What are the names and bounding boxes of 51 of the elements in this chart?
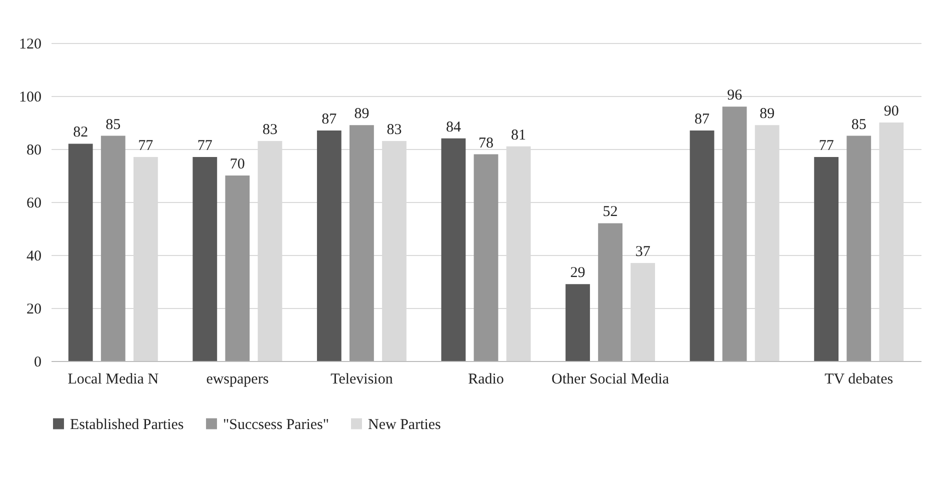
bar [441,138,466,361]
bar [814,156,839,361]
legend-label: New Parties [368,416,442,433]
data-label: 83 [386,122,402,138]
y-tick-label: 40 [26,248,42,264]
data-label: 78 [478,135,494,152]
data-label: 81 [511,127,526,144]
bar [598,223,622,361]
data-label: 85 [106,116,121,133]
bar [225,176,250,361]
x-tick-label: Local Media N [68,372,159,388]
y-tick-label: 100 [19,90,42,106]
bar [100,136,126,361]
data-label: 89 [760,106,775,122]
x-tick-label: Television [330,372,394,388]
legend-label: "Succsess Paries" [223,416,329,433]
data-label: 77 [197,138,213,154]
bar [68,144,93,361]
bar [690,130,714,361]
bar [350,125,374,361]
bar [474,154,498,361]
legend-label: Established Parties [70,416,184,433]
data-label: 84 [446,119,462,136]
data-label: 87 [322,111,338,128]
data-label: 37 [635,244,651,260]
y-tick-label: 0 [34,354,42,370]
y-tick-label: 80 [26,142,42,158]
data-label: 82 [73,124,88,141]
data-label: 83 [262,122,278,138]
data-label: 70 [230,156,245,172]
data-label: 87 [694,111,710,128]
x-tick-label: Radio [468,372,504,388]
data-label: 29 [570,265,586,282]
bar [192,156,218,361]
data-label: 90 [884,104,899,120]
data-label: 77 [818,138,834,154]
bar [316,130,342,361]
x-tick-label: ewspapers [206,372,269,388]
data-label: 77 [138,138,154,154]
bar [566,284,590,361]
data-label: 96 [727,88,743,104]
y-tick-label: 120 [19,36,42,52]
data-label: 52 [602,204,618,220]
x-tick-label: Other Social Media [552,372,670,388]
bar [722,106,747,361]
data-label: 85 [851,116,866,133]
bar [846,136,872,361]
y-tick-label: 60 [26,196,42,212]
data-label: 89 [354,106,370,122]
y-tick-label: 20 [26,302,42,318]
x-tick-label: TV debates [824,372,894,388]
